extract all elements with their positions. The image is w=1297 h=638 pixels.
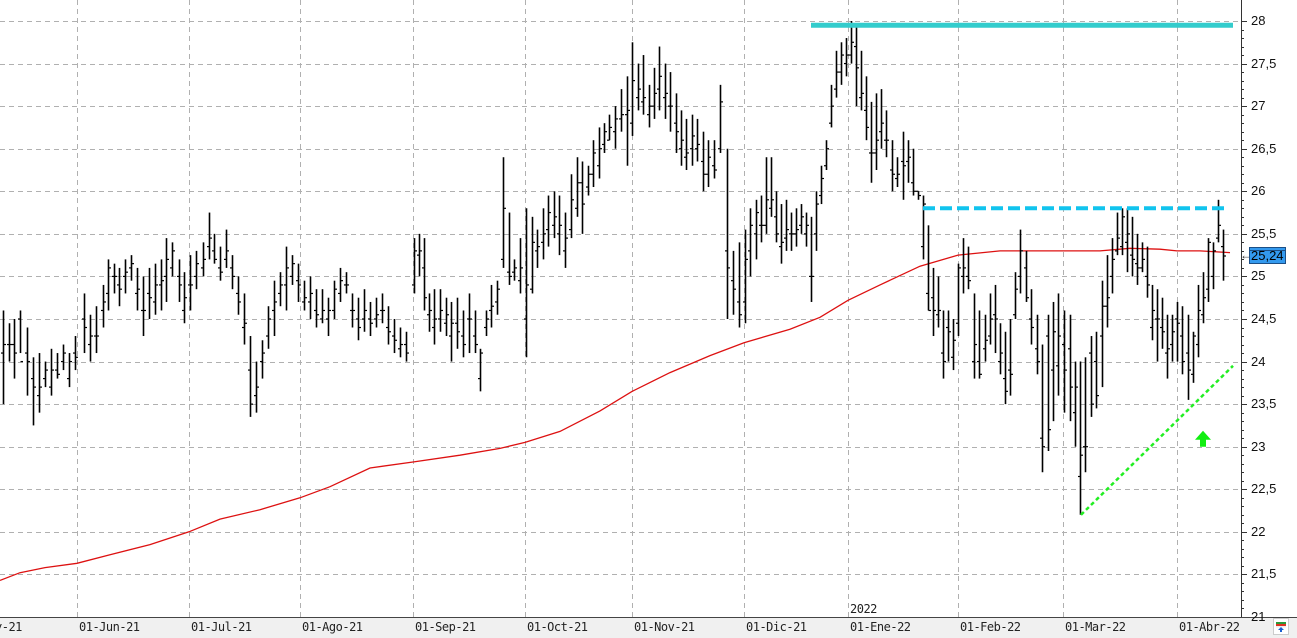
- x-axis: [0, 617, 1297, 638]
- support-trendline: [1080, 364, 1234, 516]
- y-tick-label: 23: [1251, 438, 1266, 454]
- y-tick-label: 28: [1251, 12, 1266, 28]
- y-tick-label: 22: [1251, 523, 1266, 539]
- y-tick-label: 21: [1251, 608, 1266, 624]
- y-tick-label: 26,5: [1251, 140, 1277, 156]
- y-tick-label: 21,5: [1251, 565, 1277, 581]
- x-tick-label: 01-Abr-22: [1179, 620, 1240, 634]
- y-tick-label: 25: [1251, 267, 1266, 283]
- x-tick-label: 01-Ago-21: [302, 620, 363, 634]
- y-tick-label: 25,5: [1251, 225, 1277, 241]
- y-tick-label: 24,5: [1251, 310, 1277, 326]
- moving-average-line: [0, 247, 1231, 582]
- x-tick-label: 01-Nov-21: [634, 620, 695, 634]
- x-tick-label: 01-Mar-22: [1065, 620, 1126, 634]
- y-tick-label: 23,5: [1251, 395, 1277, 411]
- x-tick-label: 01-Jun-21: [79, 620, 140, 634]
- last-price-tag: 25,24: [1249, 247, 1286, 264]
- x-tick-label: 01-Feb-22: [960, 620, 1021, 634]
- y-tick-label: 26: [1251, 182, 1266, 198]
- x-tick-label: 01-Sep-21: [415, 620, 476, 634]
- x-tick-label: 01-Oct-21: [527, 620, 588, 634]
- up-arrow-icon: [1195, 430, 1211, 447]
- y-tick-label: 22,5: [1251, 480, 1277, 496]
- y-tick-label: 27: [1251, 97, 1266, 113]
- year-marker: 2022: [850, 602, 877, 616]
- chart-settings-icon[interactable]: [1273, 618, 1289, 635]
- x-tick-label: 01-Jul-21: [191, 620, 252, 634]
- y-tick-label: 27,5: [1251, 55, 1277, 71]
- y-tick-label: 24: [1251, 353, 1266, 369]
- x-tick-label: 01-Dic-21: [746, 620, 807, 634]
- x-tick-label: y-21: [0, 620, 22, 634]
- x-tick-label: 01-Ene-22: [850, 620, 911, 634]
